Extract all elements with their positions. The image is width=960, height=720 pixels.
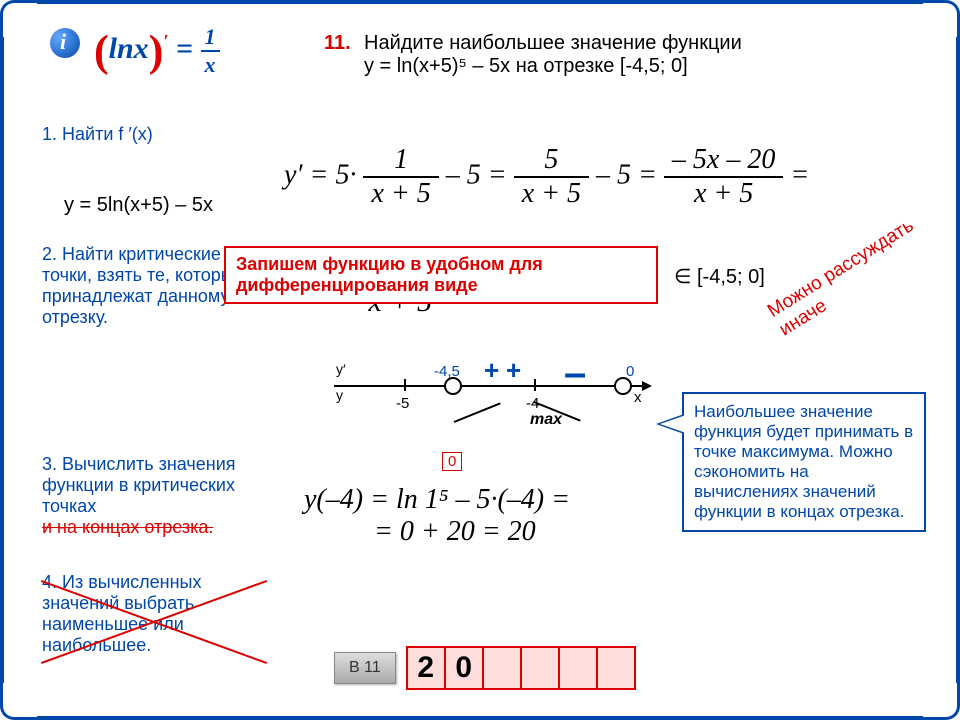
corner-tl bbox=[0, 0, 37, 37]
callout-rewrite: Запишем функцию в удобном для дифференци… bbox=[224, 246, 658, 304]
frac-den: x bbox=[201, 52, 220, 78]
derivative-line: y′ = 5· 1x + 5 – 5 = 5x + 5 – 5 = – 5x –… bbox=[284, 144, 809, 210]
digit-1: 2 bbox=[408, 648, 446, 688]
step-1: 1. Найти f ′(x) bbox=[42, 124, 153, 145]
max-label: max bbox=[530, 411, 562, 429]
step-4: 4. Из вычисленных значений выбрать наиме… bbox=[42, 572, 262, 656]
task-text: Найдите наибольшее значение функции y = … bbox=[364, 32, 916, 78]
step3-b: и на концах отрезка. bbox=[42, 517, 213, 537]
digit-2: 0 bbox=[446, 648, 484, 688]
step-2: 2. Найти критические точки, взять те, ко… bbox=[42, 244, 252, 328]
f2n: 5 bbox=[514, 144, 589, 178]
m5a: – 5 = bbox=[446, 159, 514, 190]
dy: y′ = 5· bbox=[284, 159, 356, 190]
info-icon bbox=[50, 28, 88, 66]
interval-check: ∈ [-4,5; 0] bbox=[674, 264, 765, 289]
digit-3 bbox=[484, 648, 522, 688]
y4b: = 0 + 20 = 20 bbox=[374, 516, 536, 547]
answer-cells: 2 0 bbox=[406, 646, 636, 690]
eq-sign: = bbox=[176, 32, 193, 65]
y-label: y bbox=[336, 387, 343, 403]
frac-num: 1 bbox=[201, 24, 220, 52]
zero-badge: 0 bbox=[442, 452, 462, 471]
digit-6 bbox=[598, 648, 634, 688]
f3d: x + 5 bbox=[664, 178, 783, 210]
lnx-text: lnx bbox=[109, 32, 149, 65]
task-line1: Найдите наибольшее значение функции bbox=[364, 32, 742, 54]
y-at-minus4: y(–4) = ln 1⁵ – 5·(–4) = = 0 + 20 = 20 bbox=[304, 484, 570, 548]
step3-a: 3. Вычислить значения функции в критичес… bbox=[42, 454, 236, 516]
f2d: x + 5 bbox=[514, 178, 589, 210]
f1d: x + 5 bbox=[363, 178, 438, 210]
yprime-label: y′ bbox=[336, 361, 346, 377]
lbl-45: -4,5 bbox=[434, 363, 460, 380]
lnx-formula: (lnx)′ = 1x bbox=[94, 24, 220, 78]
rewritten-fn: y = 5ln(x+5) – 5x bbox=[64, 194, 213, 217]
digit-4 bbox=[522, 648, 560, 688]
rotate-note: Можно рассуждать иначе bbox=[764, 187, 960, 341]
tail: = bbox=[790, 159, 809, 190]
step-3: 3. Вычислить значения функции в критичес… bbox=[42, 454, 262, 538]
callout-max: Наибольшее значение функция будет приним… bbox=[682, 392, 926, 532]
f1n: 1 bbox=[363, 144, 438, 178]
task-badge[interactable]: В 11 bbox=[334, 652, 396, 684]
lbl-0: 0 bbox=[626, 363, 634, 380]
lbl-5: -5 bbox=[396, 395, 409, 412]
f3n: – 5x – 20 bbox=[664, 144, 783, 178]
slide-frame: (lnx)′ = 1x 11. Найдите наибольшее значе… bbox=[0, 0, 960, 720]
digit-5 bbox=[560, 648, 598, 688]
corner-bl bbox=[0, 683, 37, 720]
sign-diagram: y′ y -4,5 -5 -4 0 x + + – max bbox=[334, 349, 654, 429]
y4a: y(–4) = ln 1⁵ – 5·(–4) = bbox=[304, 484, 570, 515]
answer-row: В 11 2 0 bbox=[334, 646, 636, 690]
lbl-x: x bbox=[634, 389, 642, 406]
task-line2: y = ln(x+5)⁵ – 5x на отрезке [-4,5; 0] bbox=[364, 55, 688, 77]
corner-br bbox=[923, 683, 960, 720]
corner-tr bbox=[923, 0, 960, 37]
m5b: – 5 = bbox=[596, 159, 664, 190]
task-number: 11. bbox=[324, 32, 351, 55]
